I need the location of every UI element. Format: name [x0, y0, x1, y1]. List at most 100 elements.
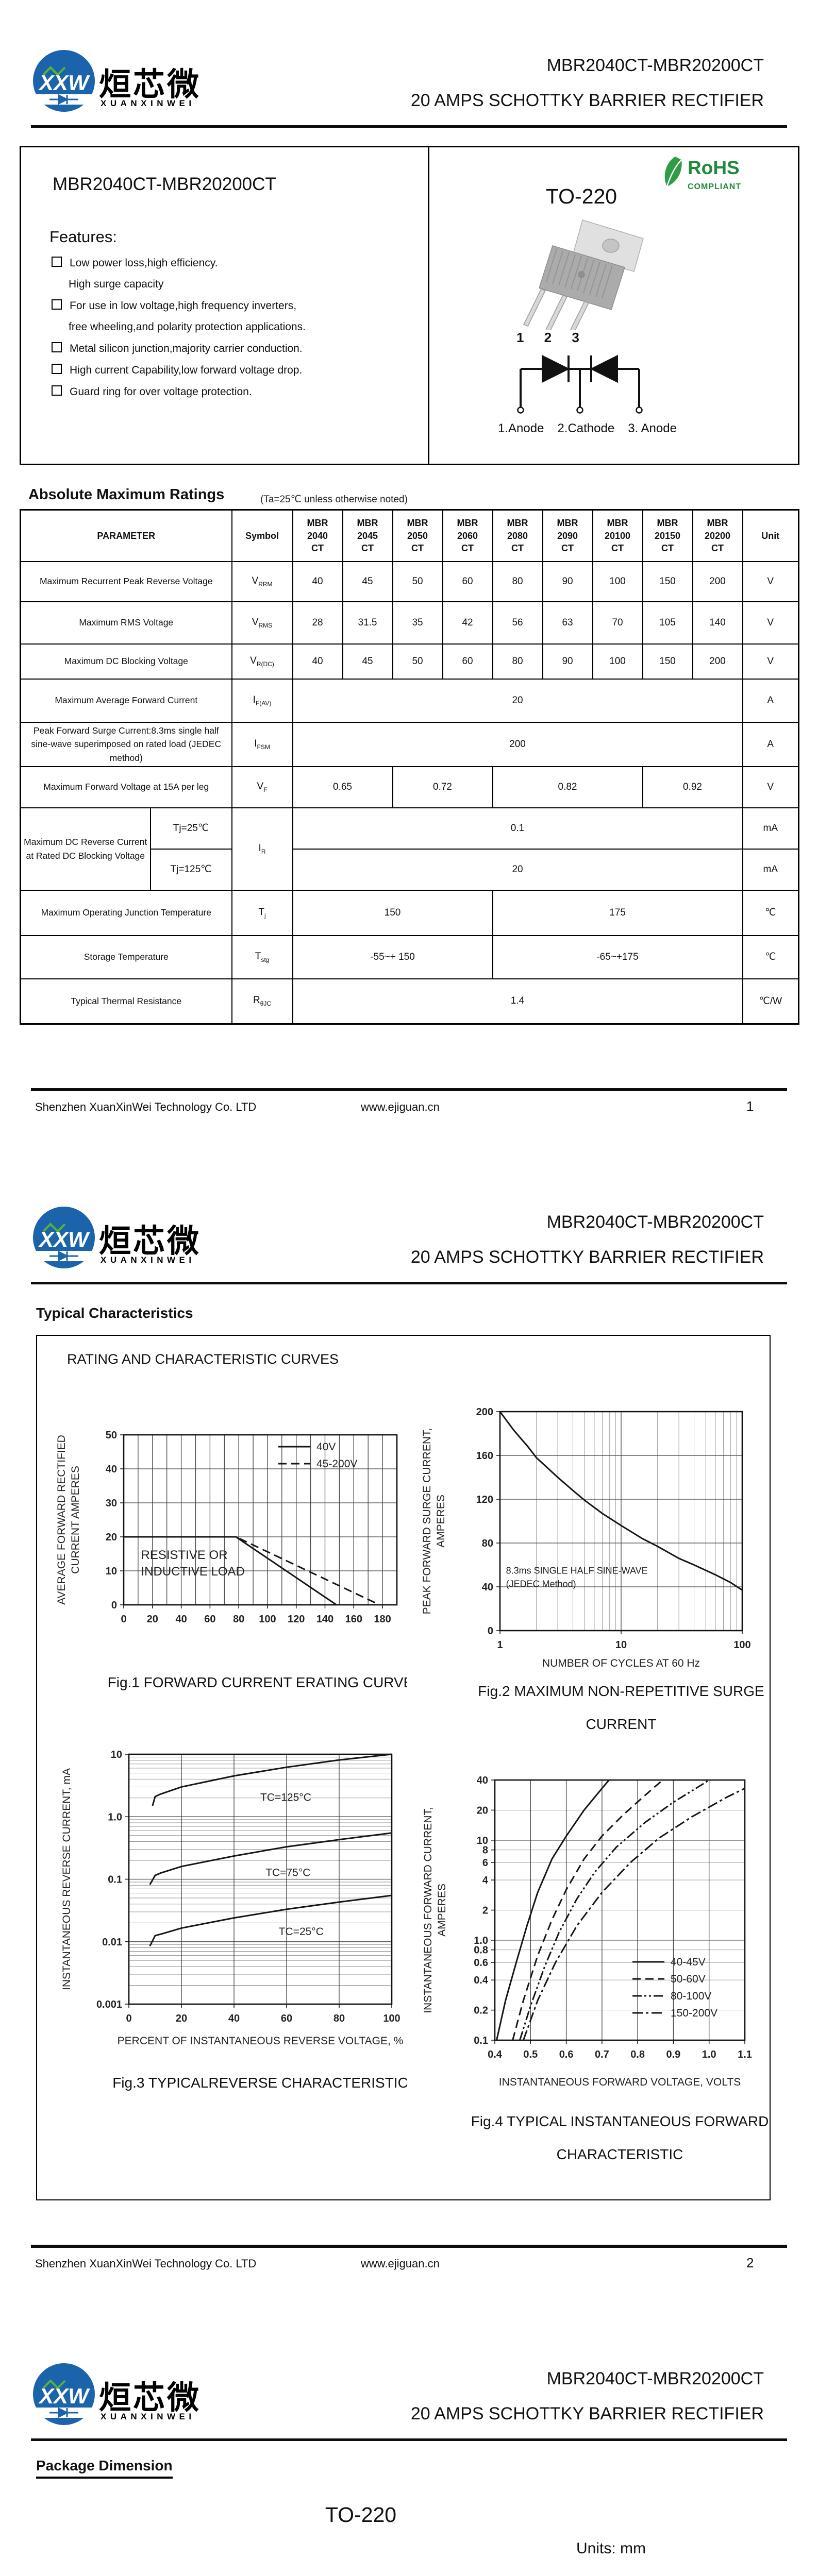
table-row: Maximum DC Reverse Current at Rated DC B…: [20, 807, 799, 891]
svg-text:0.01: 0.01: [102, 1937, 122, 1948]
feature-item: High surge capacity: [69, 278, 164, 290]
svg-text:140: 140: [316, 1614, 333, 1625]
cell-value: 20: [292, 848, 743, 891]
cell-unit: ℃/W: [742, 978, 799, 1025]
col-part: MBR 2090 CT: [542, 509, 593, 562]
cell-value: 90: [542, 561, 593, 602]
cell-value: 70: [592, 601, 643, 645]
svg-text:160: 160: [345, 1614, 362, 1625]
cell-value: 50: [392, 643, 443, 680]
svg-text:0: 0: [121, 1614, 126, 1625]
cell-value: 105: [642, 601, 693, 645]
cell-value: 40: [292, 561, 343, 602]
svg-text:10: 10: [477, 1835, 488, 1846]
svg-text:PEAK FORWARD SURGE CURRENT,: PEAK FORWARD SURGE CURRENT,: [421, 1428, 433, 1615]
svg-text:1.1: 1.1: [738, 2049, 752, 2060]
ratings-condition: (Ta=25℃ unless otherwise noted): [260, 494, 408, 505]
cell-value: -65~+175: [492, 935, 743, 979]
svg-text:0.6: 0.6: [559, 2049, 574, 2060]
ratings-heading: Absolute Maximum Ratings: [28, 486, 225, 503]
svg-text:0.9: 0.9: [666, 2049, 680, 2060]
cell-value: 50: [392, 561, 443, 602]
logo-latin-name: XUANXINWEI: [101, 98, 195, 108]
svg-text:80: 80: [482, 1538, 493, 1549]
svg-text:45-200V: 45-200V: [316, 1458, 357, 1470]
cell-unit: V: [742, 561, 799, 602]
checkbox-icon: [52, 385, 62, 396]
col-part: MBR 2080 CT: [492, 509, 543, 562]
footer-website: www.ejiguan.cn: [361, 1100, 440, 1113]
cell-unit: V: [742, 601, 799, 645]
svg-text:0.5: 0.5: [523, 2049, 538, 2060]
cell-value: 140: [692, 601, 743, 645]
svg-text:40: 40: [228, 2013, 240, 2024]
svg-text:200: 200: [476, 1406, 493, 1418]
svg-text:0.4: 0.4: [488, 2049, 503, 2060]
cell-value: 42: [442, 601, 493, 645]
cell-value: 80: [492, 561, 543, 602]
cell-value: 45: [342, 561, 393, 602]
checkbox-icon: [52, 342, 62, 352]
figure-1-forward-current-derating: 0 20 40 60 80 100 120 140 160 180 0 10 20 30 40 50 AVERA…: [46, 1386, 413, 1728]
svg-text:10: 10: [111, 1749, 122, 1760]
svg-text:0.8: 0.8: [474, 1945, 488, 1956]
svg-text:CHARACTERISTIC: CHARACTERISTIC: [557, 2146, 683, 2162]
cell-unit: A: [742, 678, 799, 723]
cell-parameter: Maximum Forward Voltage at 15A per leg: [20, 766, 232, 808]
svg-text:Fig.3 TYPICALREVERSE CHARACTER: Fig.3 TYPICALREVERSE CHARACTERISTIC: [112, 2075, 407, 2091]
cell-value: 60: [442, 643, 493, 680]
cell-symbol: Tstg: [231, 935, 293, 979]
svg-text:50-60V: 50-60V: [671, 1973, 706, 1985]
cell-symbol: VRMS: [231, 601, 293, 645]
svg-text:TC=125°C: TC=125°C: [260, 1791, 311, 1803]
cell-value: 56: [492, 601, 543, 645]
cell-unit: V: [742, 643, 799, 680]
svg-text:40: 40: [477, 1775, 488, 1786]
cell-value: 150: [642, 643, 693, 680]
package-name-label: TO-220: [325, 2503, 397, 2527]
ratings-table: PARAMETER Symbol MBR 2040 CT MBR 2045 CT MBR 2050…: [20, 509, 800, 1025]
cell-value: 0.92: [642, 766, 743, 808]
svg-text:0.2: 0.2: [474, 2005, 488, 2016]
col-part: MBR 2040 CT: [292, 509, 343, 562]
cell-value: 80: [492, 643, 543, 680]
svg-text:0.7: 0.7: [595, 2049, 609, 2060]
cell-value: -55~+ 150: [292, 935, 493, 979]
svg-text:10: 10: [615, 1639, 627, 1651]
cell-parameter: Maximum Recurrent Peak Reverse Voltage: [20, 561, 232, 602]
cell-unit: ℃: [742, 889, 799, 936]
svg-text:0.4: 0.4: [474, 1975, 489, 1986]
logo-chinese-name: 烜芯微: [99, 67, 202, 103]
cell-value: 0.1: [292, 807, 743, 850]
svg-text:80: 80: [233, 1614, 244, 1625]
svg-text:1.0: 1.0: [702, 2049, 716, 2060]
svg-text:0: 0: [126, 2013, 131, 2024]
col-part: MBR 20100 CT: [592, 509, 643, 562]
footer-rule: [31, 2245, 787, 2248]
svg-text:CURRENT AMPERES: CURRENT AMPERES: [70, 1466, 81, 1574]
logo-circle-icon: XXW: [33, 1207, 95, 1268]
svg-text:4: 4: [482, 1875, 489, 1886]
cell-parameter: Maximum Average Forward Current: [20, 678, 232, 723]
svg-text:8: 8: [482, 1845, 488, 1856]
cell-parameter: Storage Temperature: [20, 935, 232, 979]
svg-text:60: 60: [204, 1614, 215, 1625]
cell-value: 0.65: [292, 766, 393, 808]
svg-text:80-100V: 80-100V: [671, 1990, 711, 2002]
cell-symbol: IR: [231, 807, 293, 891]
cell-value: 150: [292, 889, 493, 936]
svg-text:XXW: XXW: [38, 1227, 90, 1251]
col-part: MBR 20200 CT: [692, 509, 743, 562]
doc-title-part-range: MBR2040CT-MBR20200CT: [546, 2369, 764, 2388]
svg-text:100: 100: [383, 2013, 400, 2024]
svg-text:40: 40: [106, 1464, 117, 1475]
typical-characteristics-heading: Typical Characteristics: [36, 1305, 193, 1321]
figure-3-reverse-characteristic: 0 20 40 60 80 100 10 1.0 0.1 0.01 0.001 INSTANTANEO…: [46, 1731, 408, 2115]
footer-company: Shenzhen XuanXinWei Technology Co. LTD: [35, 1100, 257, 1113]
cell-parameter: Typical Thermal Resistance: [20, 978, 232, 1025]
col-part: MBR 20150 CT: [642, 509, 693, 562]
page-3: XXW 烜芯微 XUANXINWEI MBR2040CT-MBR20200CT …: [0, 2313, 818, 2576]
col-part: MBR 2050 CT: [392, 509, 443, 562]
header-rule: [31, 125, 787, 128]
svg-text:40V: 40V: [316, 1441, 336, 1453]
